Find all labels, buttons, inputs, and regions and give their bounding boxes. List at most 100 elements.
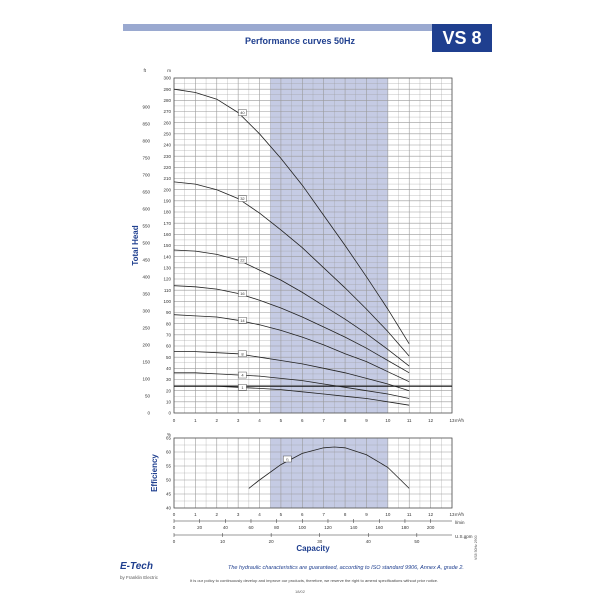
y-tick-label-m: 250 xyxy=(163,131,171,136)
y-tick-label-m: 260 xyxy=(163,120,171,125)
y-tick-label-ft: 600 xyxy=(142,206,150,211)
x-tick-label: 11 xyxy=(407,418,412,423)
head-curve-40 xyxy=(173,88,410,345)
y-tick-label-m: 0 xyxy=(168,411,171,416)
y-tick-label-ft: 850 xyxy=(142,121,150,126)
head-curve-32 xyxy=(173,181,410,357)
policy-note: It is our policy to continuously develop… xyxy=(190,578,439,583)
x-tick-label: 5 xyxy=(280,418,283,423)
curve-label-14: 14 xyxy=(240,318,245,323)
lmin-tick-label: 0 xyxy=(173,525,176,530)
y-tick-label-m: 90 xyxy=(166,310,172,315)
head-curve-16 xyxy=(173,285,410,374)
curve-label-1: 1 xyxy=(241,385,244,390)
y-tick-label-m: 30 xyxy=(166,377,172,382)
header-rule xyxy=(123,24,490,31)
curve-label-4: 4 xyxy=(241,373,244,378)
efficiency-label-box xyxy=(283,455,292,463)
y-tick-label-m: 150 xyxy=(163,243,171,248)
lmin-unit: l/min xyxy=(455,520,465,525)
y-tick-label-m: 140 xyxy=(163,254,171,259)
y-tick-label-m: 110 xyxy=(164,288,172,293)
eff-y-tick-label: 55 xyxy=(166,464,172,469)
head-curve-4 xyxy=(174,372,410,399)
curve-label-box-4 xyxy=(238,371,247,379)
x-tick-label: 13 xyxy=(449,418,455,423)
y-tick-label-ft: 0 xyxy=(147,411,150,416)
y-tick-label-ft: 150 xyxy=(142,360,150,365)
y-tick-label-m: 210 xyxy=(163,176,171,181)
usgpm-tick-label: 50 xyxy=(414,539,420,544)
x-tick-label: 8 xyxy=(344,418,347,423)
capacity-m3h-tick: 10 xyxy=(385,512,391,517)
capacity-m3h-tick: 8 xyxy=(344,512,347,517)
capacity-m3h-tick: 1 xyxy=(194,512,197,517)
y-tick-label-m: 180 xyxy=(163,210,171,215)
eff-y-tick-label: 65 xyxy=(166,436,172,441)
capacity-m3h-tick: 13 xyxy=(449,512,455,517)
y-tick-label-m: 270 xyxy=(163,109,171,114)
eff-y-tick-label: 50 xyxy=(166,478,172,483)
capacity-m3h-tick: 4 xyxy=(258,512,261,517)
y-tick-label-m: 120 xyxy=(163,277,171,282)
y-tick-label-m: 190 xyxy=(163,198,171,203)
lmin-tick-label: 80 xyxy=(274,525,280,530)
model-badge: VS 8 xyxy=(432,24,492,52)
usgpm-unit: U.S.gpm xyxy=(455,534,473,539)
curve-label-22: 22 xyxy=(240,258,245,263)
side-code: VS8 50Hz 2900 xyxy=(474,535,478,560)
y-tick-label-ft: 400 xyxy=(142,274,150,279)
y-tick-label-m: 50 xyxy=(166,355,172,360)
x-tick-label: 6 xyxy=(301,418,304,423)
chart-title: Performance curves 50Hz xyxy=(244,36,356,46)
y-tick-label-m: 60 xyxy=(166,344,172,349)
capacity-axis-label: Capacity xyxy=(296,544,330,553)
eff-y-tick-label: 60 xyxy=(166,450,172,455)
curve-label-box-22 xyxy=(238,256,247,264)
x-tick-label: 0 xyxy=(173,418,176,423)
capacity-m3h-tick: 2 xyxy=(216,512,219,517)
capacity-m3h-tick: 12 xyxy=(428,512,434,517)
y-tick-label-ft: 500 xyxy=(142,240,150,245)
curve-label-16: 16 xyxy=(240,291,245,296)
efficiency-curve-label: η xyxy=(286,457,288,462)
y-tick-label-ft: 650 xyxy=(142,189,150,194)
x-tick-label: 7 xyxy=(322,418,325,423)
curve-label-box-32 xyxy=(238,195,247,202)
y-tick-label-ft: 200 xyxy=(142,343,150,348)
y-tick-label-m: 80 xyxy=(166,321,172,326)
y-tick-label-ft: 900 xyxy=(142,104,150,109)
y-tick-label-ft: 800 xyxy=(142,138,150,143)
y-tick-label-ft: 700 xyxy=(142,172,150,177)
eff-y-unit: % xyxy=(167,432,171,437)
capacity-m3h-tick: 5 xyxy=(280,512,283,517)
eff-y-tick-label: 40 xyxy=(166,506,172,511)
curve-label-box-40 xyxy=(238,109,247,116)
x-tick-label: 12 xyxy=(428,418,434,423)
curve-label-box-14 xyxy=(238,317,247,324)
y-axis-label-efficiency: Efficiency xyxy=(150,454,159,492)
y-tick-label-m: 290 xyxy=(163,87,171,92)
lmin-tick-label: 180 xyxy=(401,525,409,530)
y-tick-label-m: 300 xyxy=(163,76,171,81)
curve-label-box-1 xyxy=(238,384,247,391)
y-tick-label-m: 130 xyxy=(163,265,171,270)
y-tick-label-m: 240 xyxy=(163,143,171,148)
efficiency-plot-frame xyxy=(173,437,453,509)
y-tick-label-m: 20 xyxy=(166,388,172,393)
y-unit-ft: ft xyxy=(143,68,146,73)
y-unit-m: m xyxy=(167,68,171,73)
curve-label-box-8 xyxy=(238,350,247,358)
curve-label-40: 40 xyxy=(240,110,245,115)
lmin-tick-label: 100 xyxy=(299,525,307,530)
head-curve-8 xyxy=(174,351,410,392)
head-plot-frame xyxy=(173,77,453,414)
y-tick-label-m: 200 xyxy=(163,187,171,192)
x-unit-label: m³/h xyxy=(455,418,464,423)
y-tick-label-ft: 350 xyxy=(142,291,150,296)
y-tick-label-m: 40 xyxy=(166,366,172,371)
capacity-m3h-unit: m³/h xyxy=(455,512,464,517)
y-tick-label-ft: 750 xyxy=(142,155,150,160)
head-curve-22 xyxy=(173,249,410,367)
usgpm-tick-label: 0 xyxy=(173,539,176,544)
